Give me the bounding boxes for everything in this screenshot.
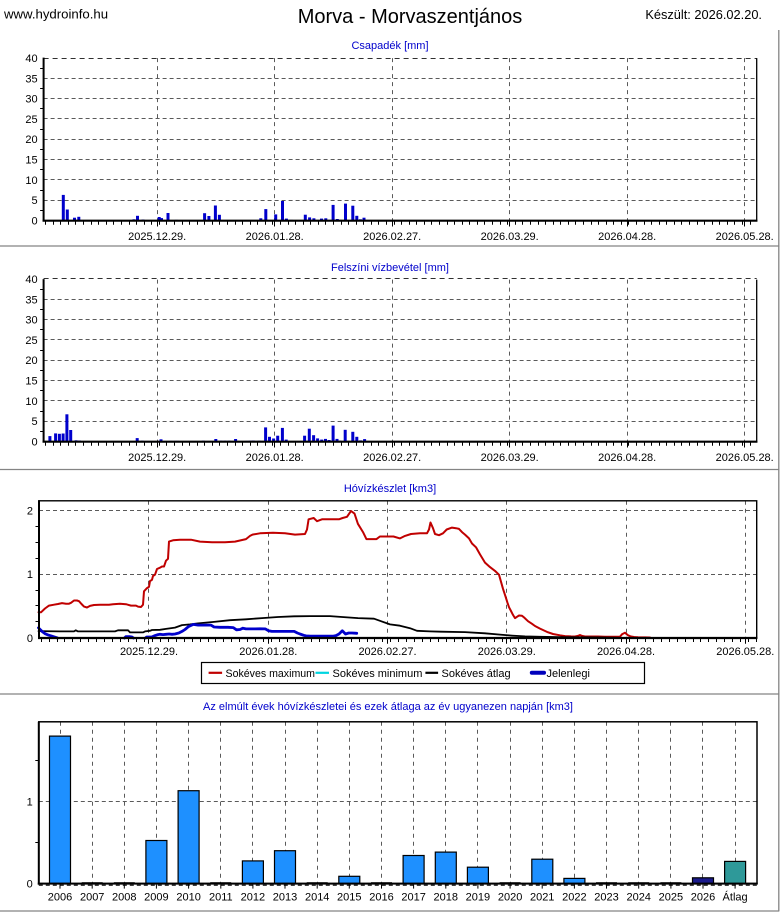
svg-text:2025: 2025 [659,892,683,904]
svg-text:2015: 2015 [337,892,361,904]
svg-text:2025.12.29.: 2025.12.29. [128,452,186,464]
svg-text:10: 10 [25,175,37,187]
svg-text:2026.02.27.: 2026.02.27. [363,231,421,243]
svg-text:10: 10 [25,396,37,408]
svg-text:35: 35 [25,294,37,306]
svg-text:Az elmúlt évek hóvízkészletei: Az elmúlt évek hóvízkészletei és ezek át… [203,701,573,713]
svg-text:Készült: 2026.02.20.: Készült: 2026.02.20. [645,7,762,22]
svg-text:2026.03.29.: 2026.03.29. [481,452,539,464]
svg-text:2012: 2012 [241,892,265,904]
svg-text:2006: 2006 [48,892,72,904]
svg-text:2019: 2019 [466,892,490,904]
svg-text:2016: 2016 [369,892,393,904]
svg-text:25: 25 [25,114,37,126]
svg-text:5: 5 [31,416,37,428]
svg-text:Morva - Morvaszentjános: Morva - Morvaszentjános [298,6,523,28]
svg-text:2: 2 [27,505,33,517]
svg-text:2026.02.27.: 2026.02.27. [358,646,416,658]
svg-text:2022: 2022 [562,892,586,904]
svg-text:0: 0 [27,633,33,645]
svg-text:2011: 2011 [209,892,233,904]
svg-text:20: 20 [25,355,37,367]
svg-text:2021: 2021 [530,892,554,904]
svg-text:25: 25 [25,335,37,347]
svg-text:2026: 2026 [691,892,715,904]
svg-text:15: 15 [25,155,37,167]
svg-text:2009: 2009 [144,892,168,904]
svg-text:Sokéves minimum: Sokéves minimum [333,668,423,680]
svg-text:2026.02.27.: 2026.02.27. [363,452,421,464]
svg-text:2025.12.29.: 2025.12.29. [128,231,186,243]
svg-text:5: 5 [31,195,37,207]
svg-text:Sokéves maximum: Sokéves maximum [226,668,316,680]
svg-text:2026.05.28.: 2026.05.28. [716,231,774,243]
svg-text:2026.01.28.: 2026.01.28. [239,646,297,658]
svg-text:2007: 2007 [80,892,104,904]
svg-text:1: 1 [27,796,33,808]
svg-text:Átlag: Átlag [723,891,748,904]
svg-text:2025.12.29.: 2025.12.29. [120,646,178,658]
svg-text:2026.05.28.: 2026.05.28. [716,452,774,464]
svg-text:Sokéves átlag: Sokéves átlag [442,668,511,680]
svg-text:0: 0 [31,216,37,228]
svg-text:2014: 2014 [305,892,329,904]
svg-text:0: 0 [31,437,37,449]
svg-text:1: 1 [27,569,33,581]
svg-text:Jelenlegi: Jelenlegi [547,668,590,680]
svg-text:2020: 2020 [498,892,522,904]
svg-text:15: 15 [25,376,37,388]
svg-text:20: 20 [25,134,37,146]
svg-text:2026.03.29.: 2026.03.29. [478,646,536,658]
svg-text:Hóvízkészlet [km3]: Hóvízkészlet [km3] [344,483,436,495]
svg-text:2013: 2013 [273,892,297,904]
svg-text:2017: 2017 [401,892,425,904]
svg-text:2024: 2024 [626,892,650,904]
svg-text:Felszíni vízbevétel [mm]: Felszíni vízbevétel [mm] [331,262,449,274]
svg-text:2023: 2023 [594,892,618,904]
svg-text:2018: 2018 [434,892,458,904]
svg-text:2026.05.28.: 2026.05.28. [716,646,774,658]
svg-text:Csapadék [mm]: Csapadék [mm] [351,40,428,52]
svg-text:30: 30 [25,94,37,106]
svg-text:2026.04.28.: 2026.04.28. [598,452,656,464]
svg-text:2026.01.28.: 2026.01.28. [246,452,304,464]
svg-text:2010: 2010 [176,892,200,904]
svg-text:0: 0 [27,879,33,891]
svg-text:2026.01.28.: 2026.01.28. [246,231,304,243]
svg-text:40: 40 [25,53,37,65]
svg-text:www.hydroinfo.hu: www.hydroinfo.hu [3,7,108,22]
svg-text:2026.04.28.: 2026.04.28. [597,646,655,658]
svg-text:35: 35 [25,73,37,85]
svg-text:2008: 2008 [112,892,136,904]
svg-text:40: 40 [25,274,37,286]
svg-text:30: 30 [25,315,37,327]
svg-text:2026.04.28.: 2026.04.28. [598,231,656,243]
svg-text:2026.03.29.: 2026.03.29. [481,231,539,243]
